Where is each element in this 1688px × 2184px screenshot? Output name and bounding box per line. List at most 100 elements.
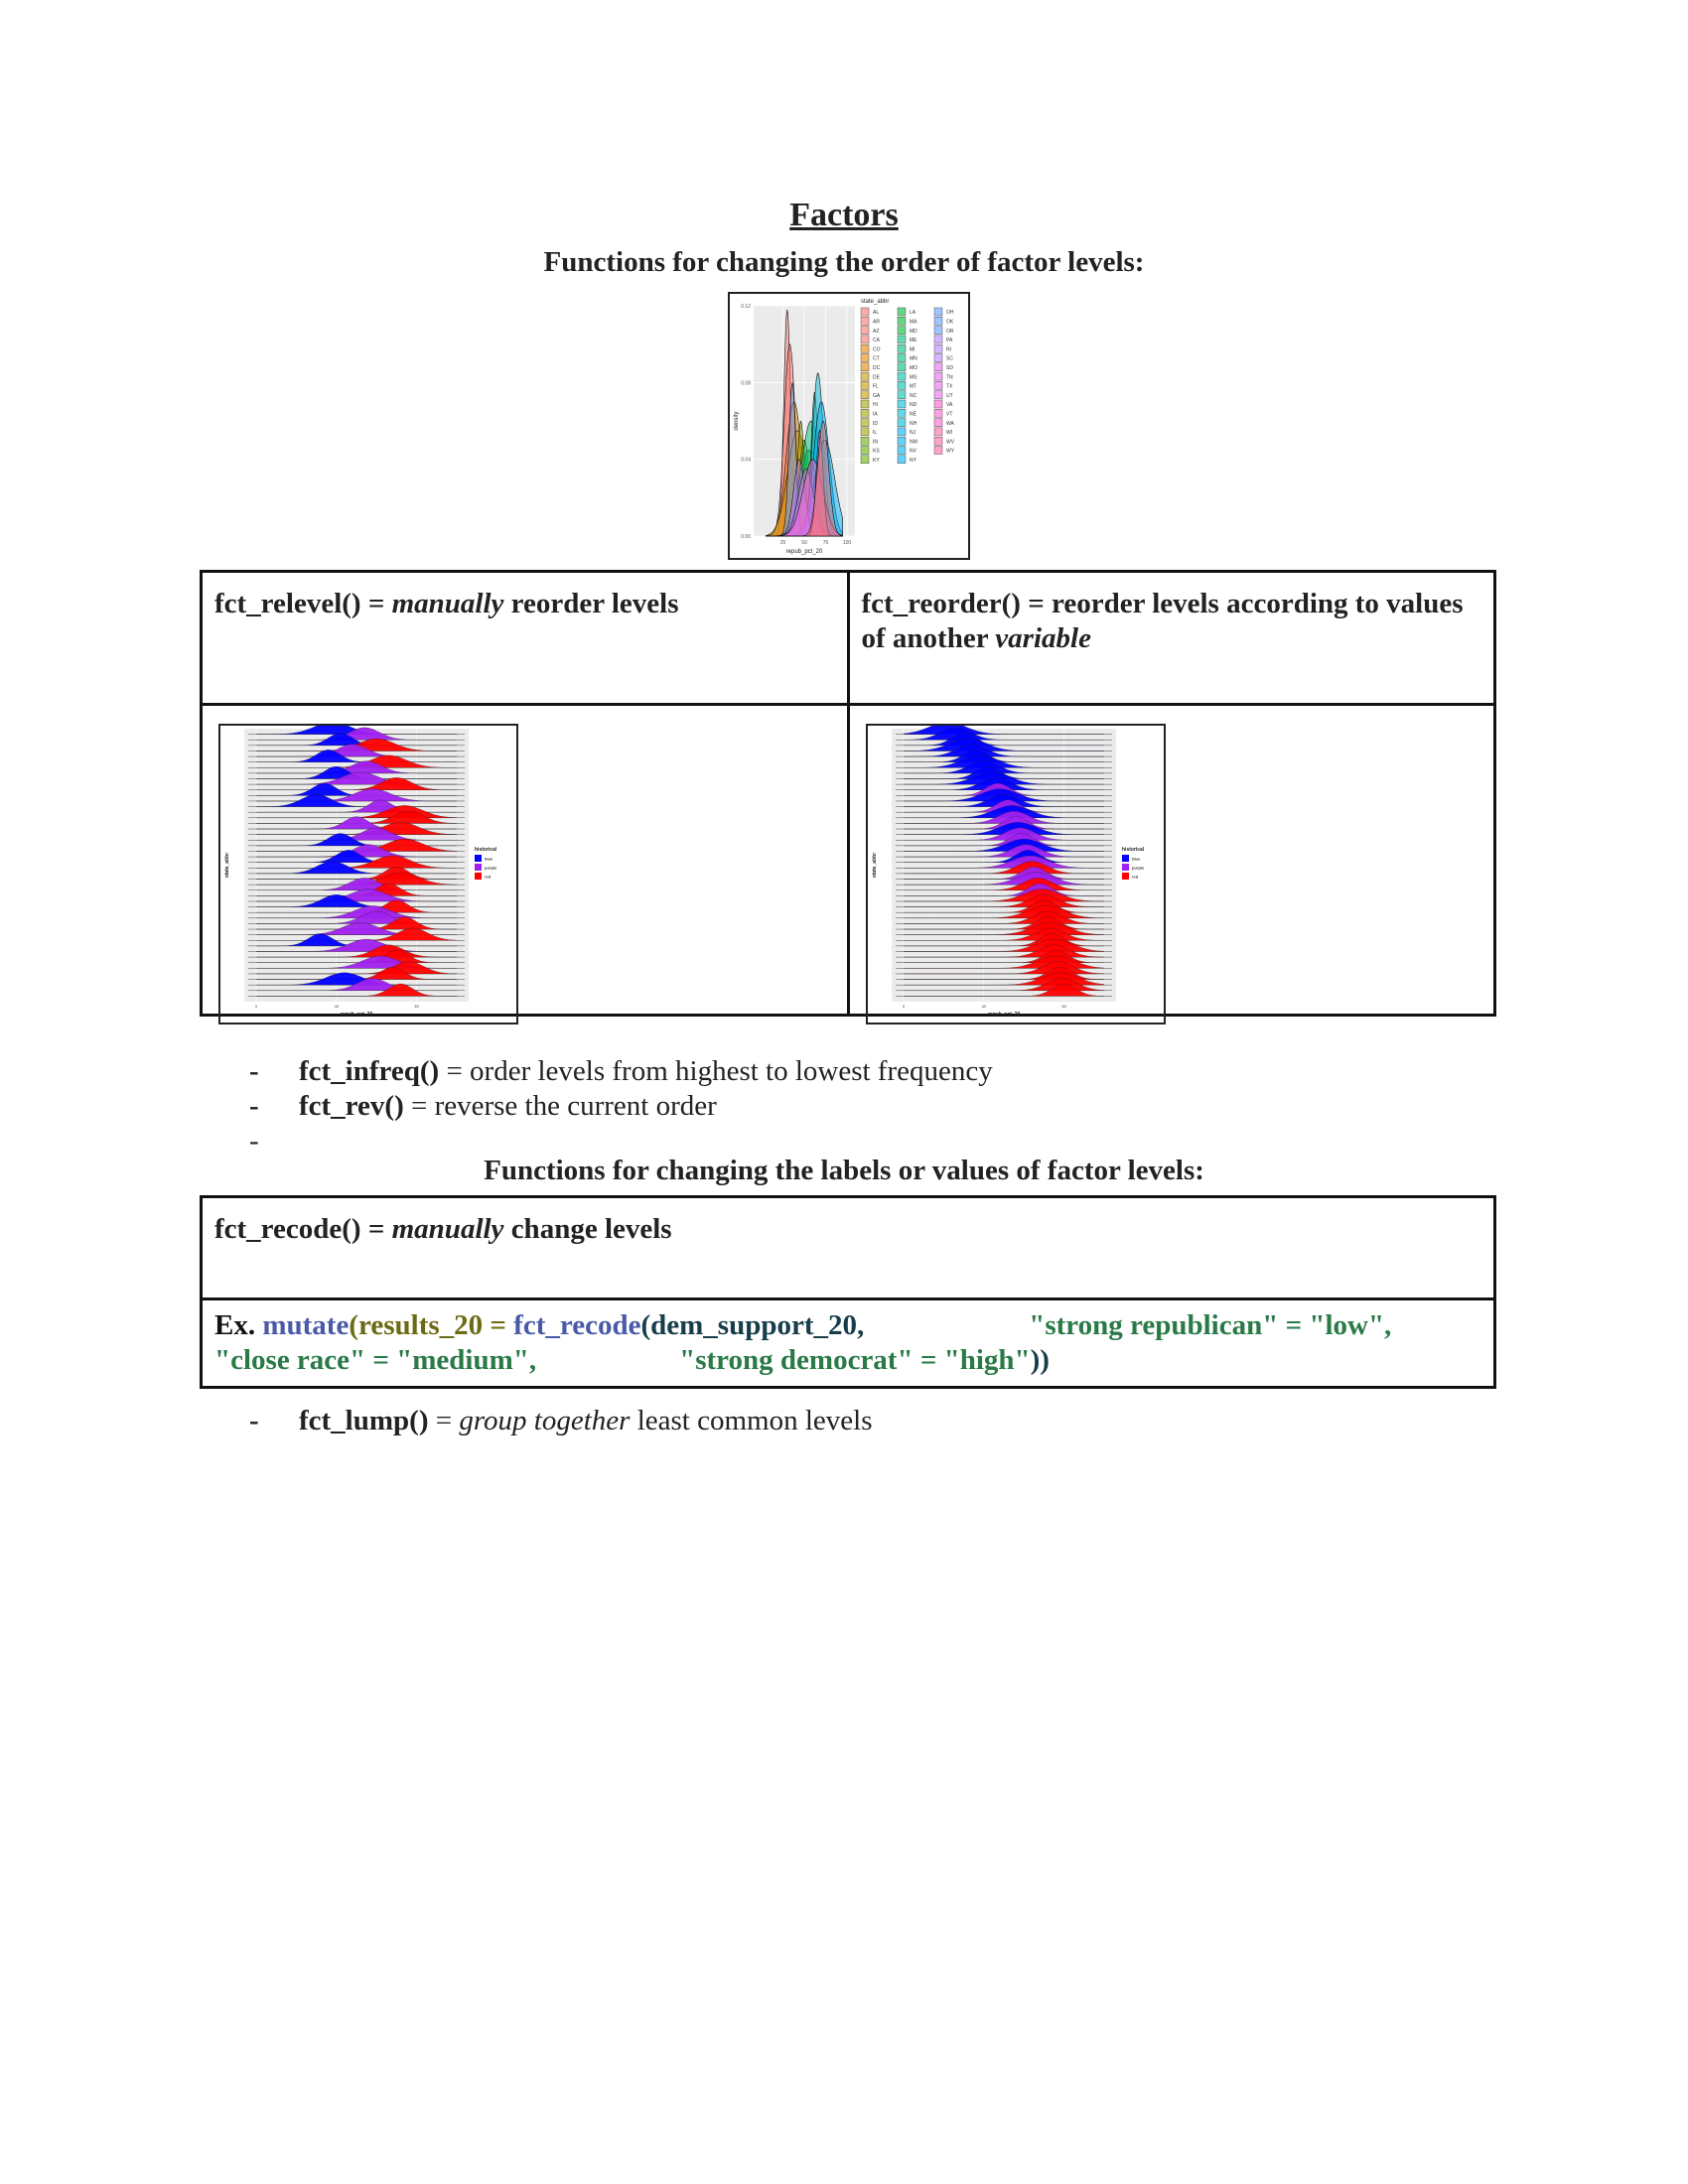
ridge-legend-swatch [1121, 864, 1129, 871]
density-plot-svg: 0.00 0.04 0.08 0.12 25 50 75 100 repub_pct_20 den… [734, 299, 955, 555]
ridge-purple [903, 827, 1104, 841]
density-x-tick-label: 75 [823, 540, 829, 546]
ridge-blue [903, 822, 1104, 835]
recode-example-line-2: "close race" = "medium", "strong democrat… [214, 1344, 1050, 1376]
ridge-purple [255, 727, 458, 741]
density-legend-label: OH [946, 310, 954, 316]
density-legend-label: RI [946, 346, 951, 352]
density-legend-swatch [860, 362, 870, 372]
ridge-blue [255, 794, 458, 807]
density-legend-label: MS [910, 374, 917, 380]
density-legend-swatch [933, 427, 943, 437]
density-legend-swatch [933, 381, 943, 390]
density-legend-swatch [897, 418, 907, 427]
density-legend-label: WI [946, 430, 952, 436]
density-legend-swatch [860, 409, 870, 418]
ridge-red [903, 878, 1104, 890]
fct-relevel-cell: fct_relevel() = manually reorder levels [200, 570, 850, 706]
ridge-legend-swatch [475, 864, 482, 871]
density-y-tick-label: 0.08 [741, 380, 751, 386]
density-legend-swatch [860, 455, 870, 465]
recode-example-line-1: Ex. mutate(results_20 = fct_recode(dem_s… [214, 1309, 1392, 1341]
density-legend-swatch [933, 390, 943, 399]
ridge-legend-label: blue [1132, 857, 1141, 862]
ridge-purple [255, 744, 458, 757]
ridge-blue [903, 760, 1104, 774]
ridge-x-axis-title: repub_pct_20 [987, 1012, 1020, 1018]
density-legend-swatch [933, 307, 943, 317]
ridge-legend-label: red [1132, 875, 1139, 880]
ridge-y-axis-title: state_abbr [872, 853, 878, 878]
density-legend-label: MO [910, 365, 917, 371]
ridge-blue [903, 738, 1104, 751]
ridgeline-svg: 0 40 80 repub_pct_20 state_abbr historical blu… [224, 722, 497, 1018]
ridge-blue [903, 850, 1104, 863]
density-legend-swatch [860, 446, 870, 455]
ridge-x-tick-label: 0 [902, 1004, 905, 1009]
density-legend-swatch [933, 317, 943, 326]
density-legend-swatch [933, 335, 943, 344]
ridge-blue [255, 733, 458, 746]
fct-reorder-cell: fct_reorder() = reorder levels according… [846, 570, 1496, 706]
density-legend-label: ME [910, 338, 917, 343]
density-legend-swatch [897, 390, 907, 399]
density-legend-label: UT [946, 393, 953, 399]
ridge-red [255, 961, 458, 975]
ridge-blue [255, 894, 458, 907]
ridge-legend-label: purple [485, 866, 497, 871]
density-legend-label: TN [946, 374, 953, 380]
ridge-red [255, 855, 458, 869]
density-legend-label: VT [946, 412, 952, 418]
density-legend-swatch [933, 344, 943, 353]
ridge-red [255, 777, 458, 790]
density-legend-swatch [933, 326, 943, 335]
density-legend-swatch [860, 371, 870, 381]
density-legend-label: NV [910, 449, 917, 455]
density-legend-label: NE [910, 412, 917, 418]
density-curve [766, 420, 843, 537]
ridge-blue [255, 972, 458, 986]
density-y-tick-label: 0.04 [741, 458, 751, 464]
density-legend-label: HI [873, 402, 878, 408]
ridge-blue [255, 861, 458, 875]
density-legend-label: MA [910, 320, 917, 326]
fct-reorder-name: fct_reorder() [861, 588, 1021, 619]
ridge-purple [255, 978, 458, 991]
density-legend-label: DE [873, 374, 881, 380]
fct-infreq-name: fct_infreq() [299, 1055, 440, 1087]
density-legend-swatch [897, 446, 907, 455]
density-legend-swatch [897, 399, 907, 409]
density-legend-swatch [897, 371, 907, 381]
ridge-red [255, 950, 458, 963]
relevel-plot-cell: 0 40 80 repub_pct_20 state_abbr historical blu… [200, 703, 850, 1024]
fct-lump-name: fct_lump() [299, 1405, 429, 1436]
recode-functions-table: fct_recode() = manually change levels Ex… [200, 1195, 1496, 1389]
density-legend-label: IL [873, 430, 877, 436]
density-legend-swatch [860, 335, 870, 344]
density-x-tick-label: 50 [801, 540, 807, 546]
density-legend-swatch [897, 409, 907, 418]
ridge-purple [903, 872, 1104, 886]
ridge-purple [255, 910, 458, 924]
ridge-purple [903, 810, 1104, 824]
ridge-legend-label: purple [1132, 866, 1145, 871]
ridge-purple [903, 799, 1104, 813]
density-legend-label: KY [873, 458, 880, 464]
density-legend-label: CO [873, 346, 881, 352]
ridge-purple [255, 827, 458, 841]
ridge-red [255, 927, 458, 941]
density-legend-label: NM [910, 439, 917, 445]
fct-relevel-name: fct_relevel() [214, 588, 361, 619]
reorder-plot-cell: 0 40 80 repub_pct_20 state_abbr historical blu… [846, 703, 1496, 1024]
density-y-tick-label: 0.12 [741, 304, 751, 310]
density-legend-label: AL [873, 310, 879, 316]
density-legend-label: OR [946, 329, 954, 335]
ridge-purple [255, 878, 458, 890]
ridge-blue [903, 750, 1104, 762]
density-legend-label: DC [873, 365, 881, 371]
ridge-x-tick-label: 0 [255, 1004, 258, 1009]
density-legend-label: MT [910, 384, 916, 390]
density-x-axis-title: repub_pct_20 [786, 549, 823, 555]
ridge-blue [903, 771, 1104, 785]
ridge-blue [903, 744, 1104, 757]
